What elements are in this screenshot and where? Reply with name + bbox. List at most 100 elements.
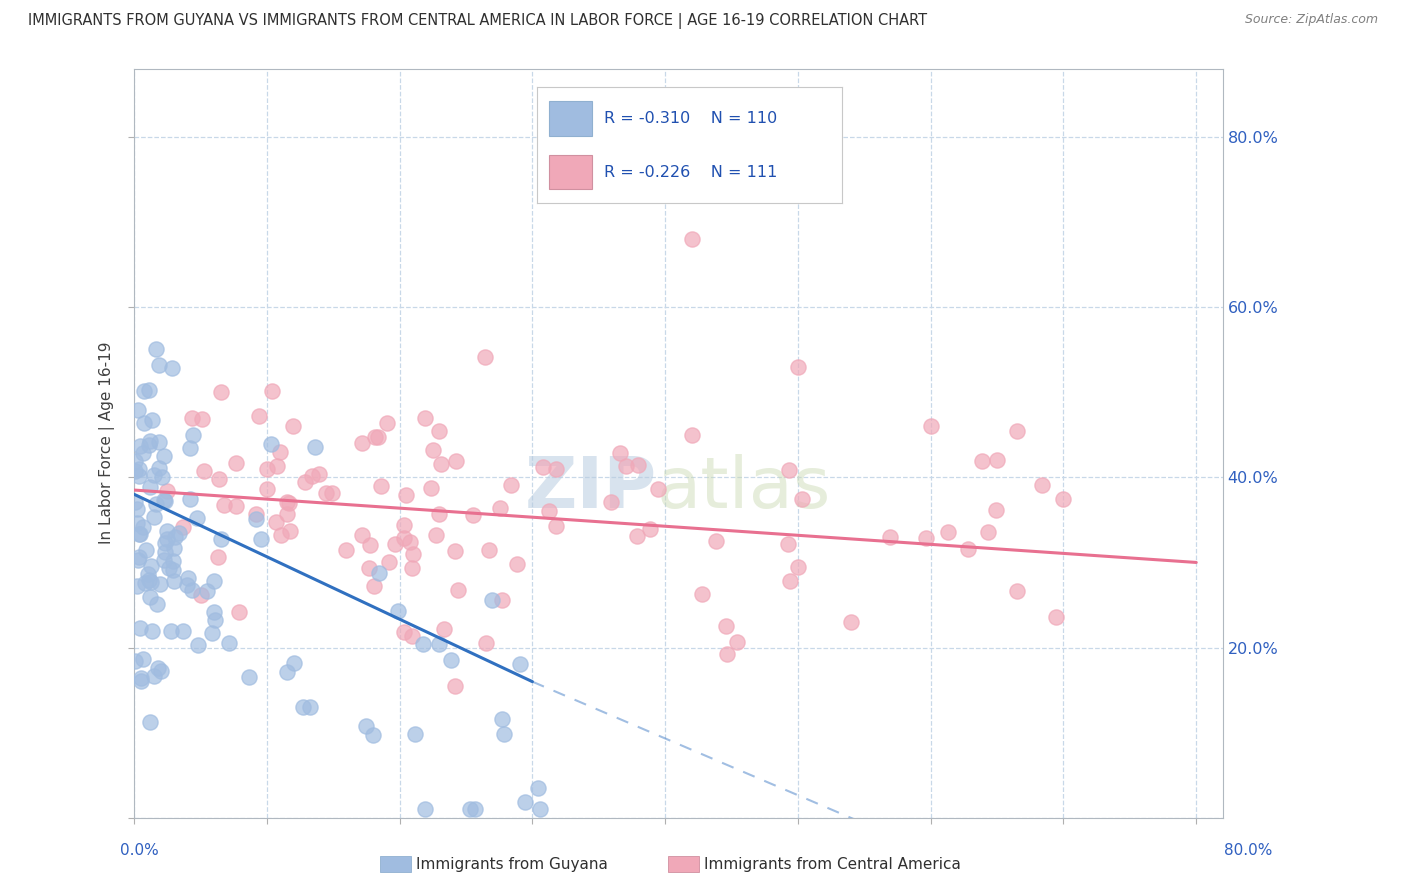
Point [447,583,470,598]
Point [124,454,146,468]
Point [412,637,434,651]
Point [167,525,190,540]
Point [492,727,515,741]
Point [401,629,423,643]
Point [301,469,323,483]
Point [225,456,247,470]
Point [430,457,453,471]
Point [139,434,162,449]
Point [915,531,938,545]
Point [986,453,1008,467]
Point [839,615,862,629]
Point [1052,491,1074,506]
Point [148,461,170,475]
Point [444,544,467,558]
Point [179,441,201,455]
Point [138,438,160,452]
Point [499,477,522,491]
Point [609,446,631,460]
Point [141,413,163,427]
Point [129,526,152,541]
Point [138,573,160,587]
Point [786,559,808,574]
Point [392,625,415,640]
Point [458,802,481,816]
Point [384,537,406,551]
Point [191,412,214,426]
Point [977,524,1000,539]
Point [153,449,176,463]
Point [156,532,179,546]
Point [481,593,503,607]
Point [276,508,298,522]
Point [179,491,201,506]
Point [148,435,170,450]
Point [513,795,536,809]
Point [181,411,204,425]
Point [294,475,316,490]
Point [148,359,170,373]
Point [440,653,463,667]
Point [368,566,391,580]
Point [139,480,162,494]
Point [427,637,450,651]
Point [155,494,177,508]
Point [135,543,157,558]
Point [209,384,232,399]
Point [778,463,800,477]
Point [984,503,1007,517]
Y-axis label: In Labor Force | Age 16-19: In Labor Force | Age 16-19 [100,342,115,544]
Point [970,453,993,467]
Point [627,458,650,472]
Point [195,584,218,599]
Point [202,574,225,588]
Point [172,624,194,638]
Point [181,428,204,442]
Point [681,232,703,246]
Point [920,419,942,434]
Point [260,384,283,399]
Point [395,488,418,502]
Point [359,538,381,552]
Point [292,700,315,714]
Point [614,458,637,473]
Point [129,674,152,689]
Point [152,492,174,507]
Text: Source: ZipAtlas.com: Source: ZipAtlas.com [1244,13,1378,27]
Point [163,541,186,555]
Point [256,462,278,476]
Point [427,508,450,522]
Text: 80.0%: 80.0% [1225,843,1272,858]
Point [149,577,172,591]
Point [134,416,156,430]
Point [491,593,513,607]
Point [276,494,298,508]
Point [401,560,423,574]
Point [176,578,198,592]
Point [413,802,436,816]
Point [225,499,247,513]
Point [361,728,384,742]
Point [150,469,173,483]
Point [245,512,267,526]
Point [132,384,155,399]
Point [704,533,727,548]
Point [238,670,260,684]
Point [245,507,267,521]
Point [716,647,738,661]
Point [367,430,389,444]
Text: ZIP: ZIP [524,454,657,523]
Point [647,482,669,496]
Point [714,619,737,633]
Text: atlas: atlas [657,454,831,523]
Point [304,440,326,454]
Point [537,504,560,518]
Point [153,553,176,567]
Point [443,679,465,693]
Point [127,579,149,593]
Point [139,715,162,730]
Point [145,598,167,612]
Point [531,459,554,474]
Point [143,467,166,482]
Point [266,459,288,474]
